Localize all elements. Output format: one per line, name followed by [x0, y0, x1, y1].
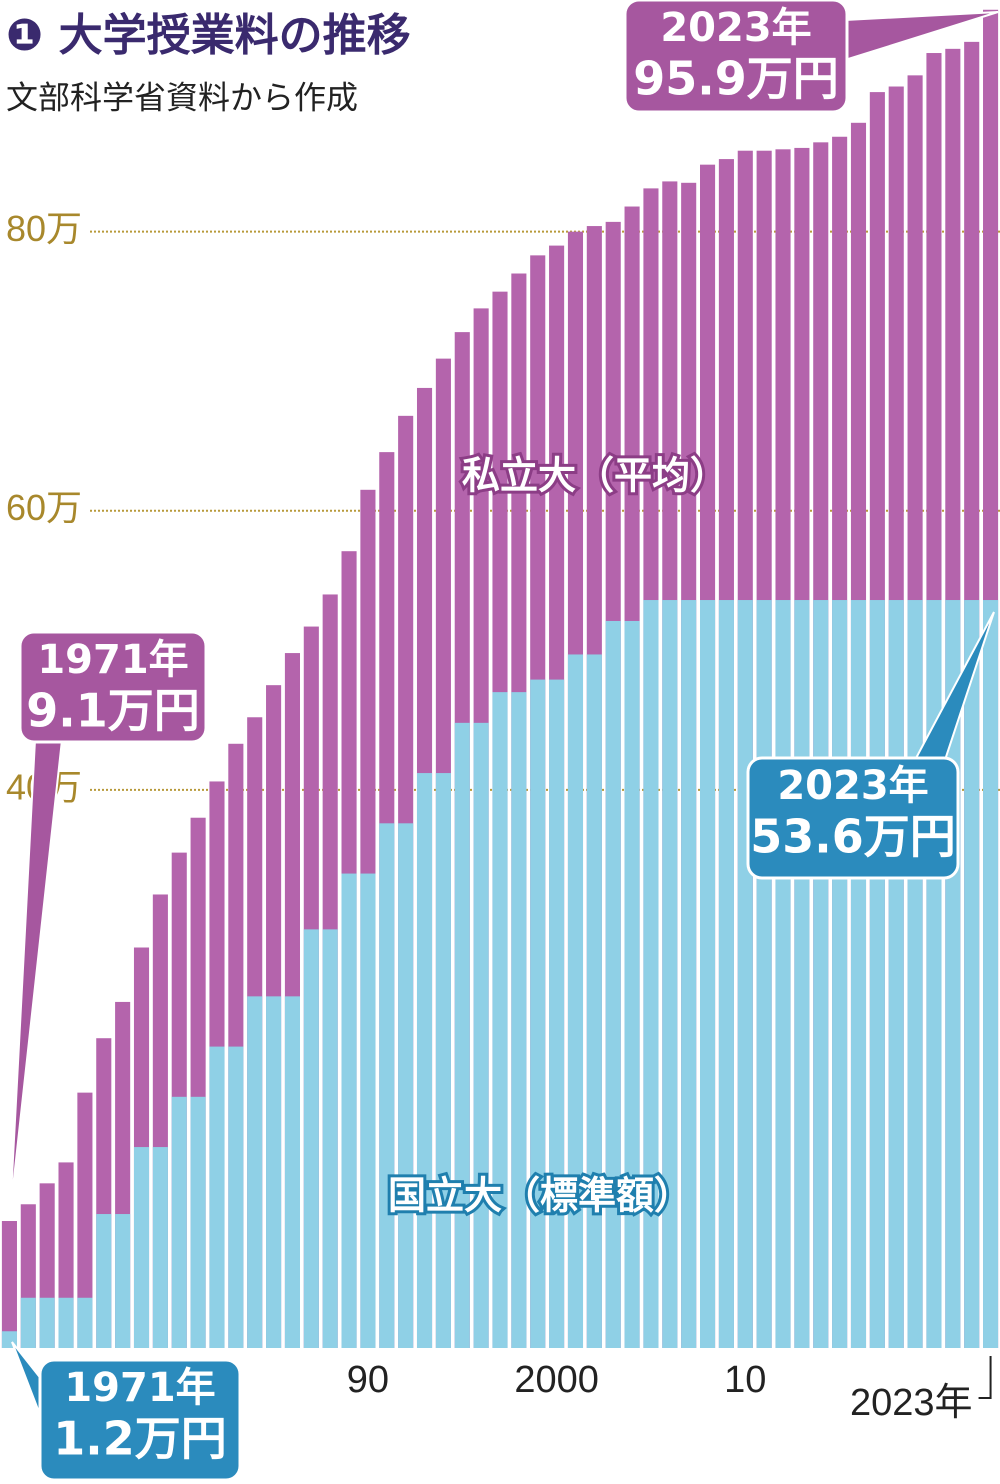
bar	[1, 1221, 17, 1348]
bar	[435, 773, 451, 1348]
bar	[718, 600, 734, 1348]
bar	[190, 1096, 206, 1348]
bar	[454, 722, 470, 1348]
y-tick-label: 80万	[6, 208, 82, 249]
callout-pointer	[9, 739, 64, 1216]
bar	[737, 600, 753, 1348]
bar	[77, 1297, 93, 1348]
callout-text: 53.6万円	[750, 810, 956, 864]
callout-text: 1971年	[37, 637, 188, 683]
bar	[58, 1297, 74, 1348]
bar	[96, 1214, 112, 1348]
bar	[813, 600, 829, 1348]
bar	[832, 600, 848, 1348]
bar	[888, 600, 904, 1348]
callout-text: 9.1万円	[26, 684, 200, 738]
series-label: 私立大（平均）	[462, 454, 728, 498]
bar	[756, 600, 772, 1348]
chart-subtitle: 文部科学省資料から作成	[6, 79, 358, 117]
bar	[77, 1092, 93, 1348]
x-tick-label: 10	[724, 1359, 766, 1401]
bar	[247, 996, 263, 1348]
callout-box	[746, 756, 960, 880]
bar	[20, 1297, 36, 1348]
bar	[266, 996, 282, 1348]
callout-box	[38, 1358, 242, 1482]
bar	[926, 600, 942, 1348]
callout-box	[18, 630, 208, 744]
callout-pointer	[11, 1341, 43, 1421]
bar	[624, 620, 640, 1348]
bar	[398, 823, 414, 1348]
bar	[322, 929, 338, 1348]
bar	[964, 600, 980, 1348]
bar	[39, 1297, 55, 1348]
x-tick-label: 2000	[514, 1359, 599, 1401]
bar	[360, 873, 376, 1348]
callout-text: 2023年	[777, 763, 928, 809]
bar	[379, 823, 395, 1348]
bar	[511, 692, 527, 1348]
bar	[171, 1096, 187, 1348]
bar	[700, 600, 716, 1348]
bar	[794, 600, 810, 1348]
bar	[907, 600, 923, 1348]
bar	[775, 600, 791, 1348]
bar	[605, 620, 621, 1348]
y-tick-label: 60万	[6, 487, 82, 528]
bar	[473, 722, 489, 1348]
bar	[115, 1214, 131, 1348]
bar	[567, 654, 584, 1348]
bar	[530, 679, 546, 1348]
callout-box	[623, 0, 849, 114]
callout-text: 2023年	[660, 5, 811, 51]
bar	[643, 600, 659, 1348]
callout-text: 1.2万円	[53, 1412, 227, 1466]
bar	[549, 679, 565, 1348]
bar	[152, 1147, 168, 1348]
callout-text: 1971年	[64, 1365, 215, 1411]
bar	[228, 1046, 244, 1348]
bar	[303, 929, 319, 1348]
bar	[681, 600, 697, 1348]
bar	[341, 873, 357, 1348]
bar	[492, 692, 508, 1348]
bar	[662, 600, 678, 1348]
bar	[850, 600, 867, 1348]
series-label: 国立大（標準額）	[388, 1174, 692, 1218]
x-tick-label: 2023年	[850, 1382, 973, 1424]
bar	[284, 996, 300, 1348]
bar	[869, 600, 885, 1348]
bar	[983, 600, 999, 1348]
x-tick-label: 90	[347, 1359, 389, 1401]
chart-title: ❶ 大学授業料の推移	[6, 10, 411, 61]
bar	[133, 1147, 150, 1348]
x-tick-mark	[978, 1356, 992, 1399]
bar	[209, 1046, 225, 1348]
overlay: 40万60万80万902000102023年私立大（平均）国立大（標準額）202…	[6, 0, 999, 1482]
callout-text: 95.9万円	[633, 52, 839, 106]
bar	[416, 773, 433, 1348]
bar	[586, 654, 602, 1348]
